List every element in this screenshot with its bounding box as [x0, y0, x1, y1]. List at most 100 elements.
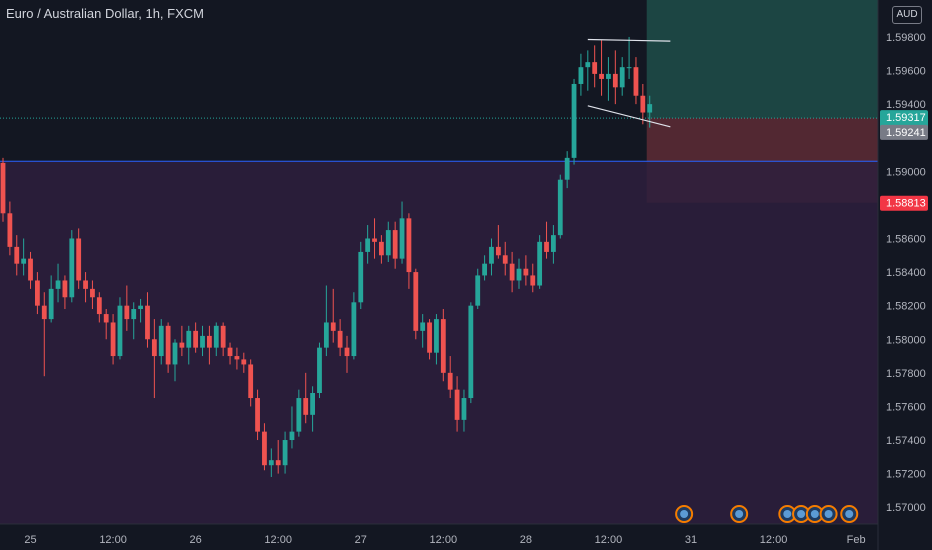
candle-body: [296, 398, 302, 432]
candle-body: [399, 218, 405, 259]
last-close-badge: [880, 124, 928, 140]
y-tick-label: 1.59400: [886, 99, 926, 111]
candle-body: [592, 62, 598, 74]
x-tick-label: 25: [24, 534, 36, 546]
candle-body: [241, 359, 247, 365]
y-tick-label: 1.58200: [886, 301, 926, 313]
candle-body: [207, 335, 212, 348]
candle-body: [606, 73, 611, 79]
candle-body: [440, 319, 446, 373]
candle-body: [21, 258, 27, 264]
candle-body: [571, 83, 577, 158]
candle-body: [172, 342, 178, 365]
candle-body: [413, 272, 419, 331]
candle-body: [255, 398, 260, 432]
event-globe-icon: [824, 510, 833, 518]
y-tick-label: 1.59800: [886, 32, 926, 44]
candle-body: [186, 330, 192, 348]
last-close-badge-text: 1.59241: [886, 127, 926, 139]
price-axis: [878, 0, 932, 550]
candle-body: [83, 280, 88, 289]
candle-body: [151, 339, 157, 357]
candle-body: [351, 302, 357, 357]
candle-body: [28, 258, 33, 281]
candle-body: [489, 246, 494, 264]
candle-body: [564, 157, 570, 180]
currency-button[interactable]: AUD: [892, 6, 922, 24]
x-tick-label: 28: [520, 534, 532, 546]
candle-body: [41, 305, 47, 320]
lower-purple-zone: [0, 161, 878, 524]
candle-body: [461, 398, 467, 420]
y-tick-label: 1.57200: [886, 469, 926, 481]
candle-body: [365, 238, 371, 252]
candle-body: [495, 246, 501, 256]
current-price-badge-text: 1.59317: [886, 112, 926, 124]
x-tick-label: 12:00: [760, 534, 788, 546]
candle-body: [90, 288, 95, 298]
upper-channel-line: [587, 38, 671, 42]
y-tick-label: 1.59000: [886, 166, 926, 178]
candle-body: [427, 322, 432, 353]
candle-body: [48, 288, 54, 320]
candle-body: [35, 280, 40, 306]
candle-body: [268, 460, 274, 466]
y-tick-label: 1.58400: [886, 267, 926, 279]
candle-body: [640, 95, 646, 113]
candle-body: [0, 162, 6, 214]
candle-body: [76, 238, 82, 281]
stop-level-badge: [880, 195, 928, 211]
x-tick-label: 12:00: [264, 534, 292, 546]
event-globe-icon: [845, 510, 854, 518]
candle-body: [537, 241, 543, 286]
candle-body: [337, 330, 343, 348]
candle-body: [110, 322, 116, 357]
x-tick-label: Feb: [847, 534, 866, 546]
candle-body: [619, 67, 625, 88]
candle-body: [117, 305, 123, 357]
candle-body: [227, 347, 233, 357]
candle-body: [145, 305, 150, 340]
candle-body: [303, 398, 309, 415]
candle-body: [323, 322, 329, 348]
candle-body: [626, 67, 632, 69]
candle-body: [585, 62, 591, 68]
candle-body: [454, 389, 460, 420]
candle-body: [7, 213, 13, 247]
x-tick-label: 12:00: [99, 534, 127, 546]
candle-body: [158, 325, 164, 357]
candle-body: [482, 263, 487, 276]
candle-body: [523, 268, 529, 276]
event-globe-icon: [735, 510, 744, 518]
candle-body: [124, 305, 130, 320]
candle-body: [434, 319, 439, 353]
candle-body: [447, 372, 453, 390]
x-tick-label: 31: [685, 534, 697, 546]
candle-body: [516, 268, 522, 281]
y-tick-label: 1.59600: [886, 66, 926, 78]
event-globe-icon: [810, 510, 819, 518]
candle-body: [578, 67, 584, 84]
y-tick-label: 1.58000: [886, 334, 926, 346]
candle-body: [55, 280, 61, 289]
candle-body: [317, 347, 322, 393]
candle-body: [544, 241, 549, 252]
candle-body: [103, 314, 109, 323]
candle-body: [502, 255, 508, 264]
candle-body: [138, 305, 143, 310]
candle-body: [406, 218, 412, 273]
candle-body: [599, 73, 604, 79]
candle-body: [633, 67, 639, 96]
candle-body: [551, 235, 556, 252]
symbol-title[interactable]: Euro / Australian Dollar, 1h, FXCM: [6, 6, 204, 21]
candle-body: [330, 322, 336, 331]
candle-body: [612, 73, 618, 88]
candle-body: [179, 342, 185, 348]
candle-body: [193, 330, 199, 348]
candle-body: [379, 241, 384, 256]
candle-body: [131, 309, 137, 320]
x-tick-label: 26: [190, 534, 202, 546]
candle-body: [289, 431, 295, 441]
y-tick-label: 1.57800: [886, 368, 926, 380]
